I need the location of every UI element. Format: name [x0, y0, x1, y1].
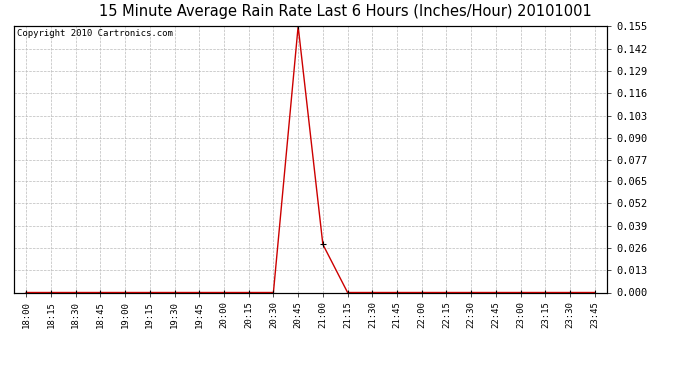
Text: 15 Minute Average Rain Rate Last 6 Hours (Inches/Hour) 20101001: 15 Minute Average Rain Rate Last 6 Hours… [99, 4, 591, 19]
Text: Copyright 2010 Cartronics.com: Copyright 2010 Cartronics.com [17, 29, 172, 38]
